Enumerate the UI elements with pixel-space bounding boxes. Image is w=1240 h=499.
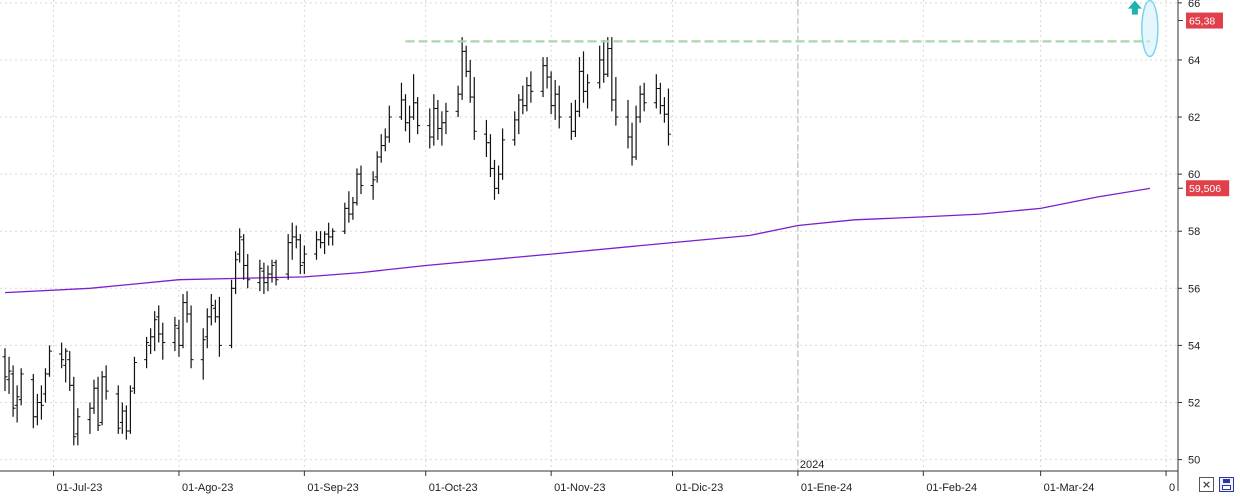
- x-tick-label: 01-Sep-23: [307, 482, 358, 494]
- signal-up-arrow-icon: [1127, 0, 1142, 15]
- x-tick-label: 01-Feb-24: [926, 482, 977, 494]
- y-tick-label: 50: [1188, 455, 1200, 467]
- x-tick-label: 01-Ene-24: [801, 482, 852, 494]
- x-tick-label: 01-Dic-23: [676, 482, 724, 494]
- x-tick-label: 01-Oct-23: [429, 482, 478, 494]
- y-tick-label: 60: [1188, 169, 1200, 181]
- x-tick-label: 01-Nov-23: [554, 482, 605, 494]
- annotation-layer: [405, 0, 1159, 58]
- x-tick-label: 0: [1169, 482, 1175, 494]
- y-tick-label: 52: [1188, 397, 1200, 409]
- last-price-tag: 65,38: [1178, 12, 1223, 29]
- save-icon[interactable]: [1219, 477, 1234, 492]
- x-tick-label: 01-Mar-24: [1044, 482, 1095, 494]
- x-tick-label: 01-Jul-23: [57, 482, 103, 494]
- y-tick-label: 54: [1188, 340, 1200, 352]
- moving-average-layer: [4, 187, 1151, 294]
- last-price-tag-bg: [1186, 12, 1223, 29]
- signal-ellipse: [1141, 0, 1159, 58]
- last-price-tag-text: 65,38: [1189, 16, 1215, 28]
- x-tick-label: 01-Ago-23: [182, 482, 233, 494]
- y-tick-label: 64: [1188, 55, 1200, 67]
- ohlc-bars-layer: [2, 37, 671, 446]
- y-tick-label: 56: [1188, 283, 1200, 295]
- ma-value-tag-text: 59,506: [1189, 183, 1221, 195]
- moving-average-line: [4, 187, 1151, 294]
- close-icon[interactable]: ×: [1199, 477, 1214, 492]
- ma-value-tag: 59,506: [1178, 180, 1230, 197]
- ma-value-tag-bg: [1186, 180, 1230, 197]
- year-label: 2024: [800, 459, 824, 471]
- gridlines: [0, 0, 1178, 471]
- y-tick-label: 66: [1188, 0, 1200, 10]
- y-tick-label: 58: [1188, 226, 1200, 238]
- y-tick-label: 62: [1188, 112, 1200, 124]
